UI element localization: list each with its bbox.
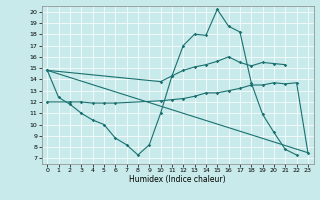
X-axis label: Humidex (Indice chaleur): Humidex (Indice chaleur): [129, 175, 226, 184]
